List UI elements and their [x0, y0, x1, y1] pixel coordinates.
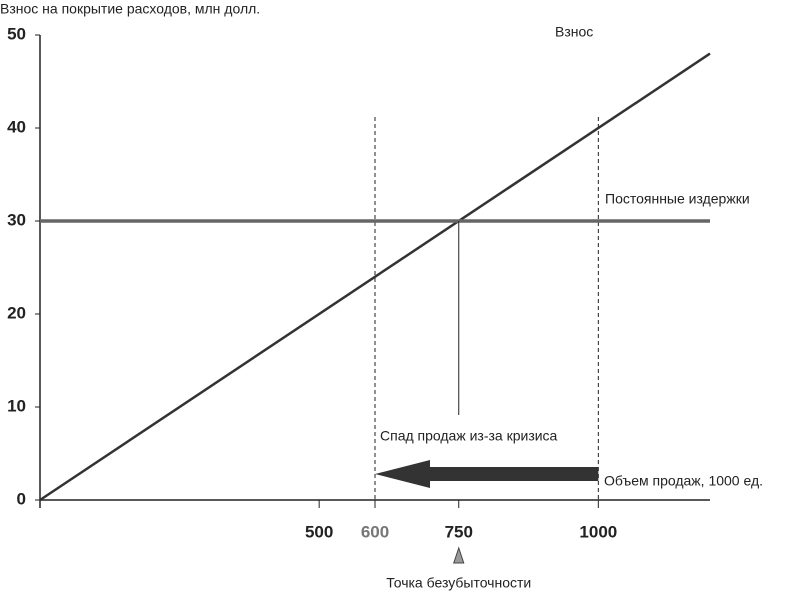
- y-tick-label: 30: [7, 210, 26, 229]
- decline-arrow: [375, 460, 599, 488]
- y-tick-label: 40: [7, 117, 26, 136]
- y-tick-label: 20: [7, 303, 26, 322]
- y-tick-label: 0: [17, 489, 26, 508]
- x-tick-label: 500: [305, 522, 333, 541]
- annotation: Точка безубыточности: [386, 575, 531, 591]
- y-tick-label: 50: [7, 24, 26, 43]
- annotation: Спад продаж из-за кризиса: [380, 428, 558, 444]
- series-line: [39, 52, 711, 502]
- break-even-marker: [453, 546, 465, 564]
- x-tick-label: 1000: [579, 522, 617, 541]
- x-tick-label: 750: [445, 522, 473, 541]
- y-axis-title: Взнос на покрытие расходов, млн долл.: [0, 1, 260, 17]
- x-tick-label: 600: [361, 522, 389, 541]
- y-tick-label: 10: [7, 396, 26, 415]
- series-label: Постоянные издержки: [605, 191, 750, 207]
- series-label: Взнос: [555, 24, 593, 40]
- x-axis-title: Объем продаж, 1000 ед.: [604, 473, 763, 489]
